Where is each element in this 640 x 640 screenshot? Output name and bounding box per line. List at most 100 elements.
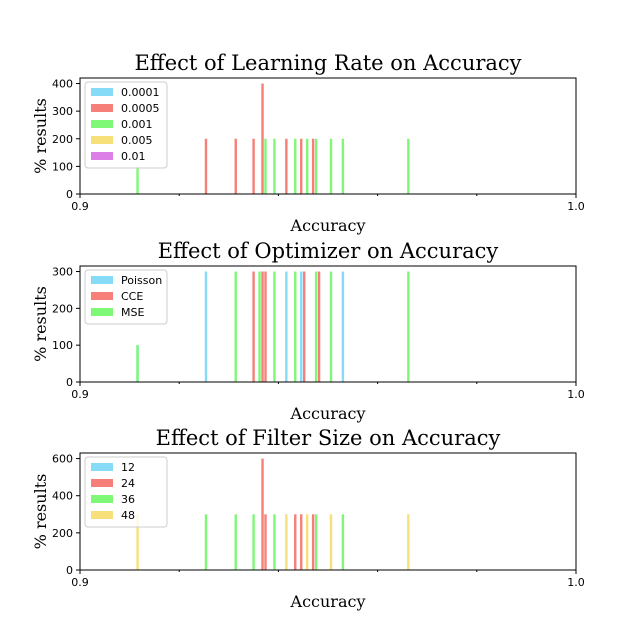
y-tick-label: 100	[52, 160, 73, 173]
x-axis-label: Accuracy	[290, 592, 366, 611]
legend-swatch	[91, 276, 113, 284]
bar-36-0	[204, 514, 208, 570]
y-tick-label: 400	[52, 490, 73, 503]
legend-swatch	[91, 479, 113, 487]
bar-48-3	[329, 514, 333, 570]
y-tick-label: 0	[66, 376, 73, 389]
legend: 12 24 36 48	[84, 456, 168, 528]
bar-MSE-7	[407, 271, 410, 382]
bar-0_001-1	[264, 138, 267, 194]
legend-label: 0.0005	[121, 102, 160, 115]
legend-swatch	[91, 136, 113, 144]
x-tick-label: 1.0	[567, 388, 585, 401]
legend-box	[84, 81, 168, 169]
x-axis-label: Accuracy	[290, 216, 366, 235]
y-tick-label: 0	[66, 564, 73, 577]
bar-24-0	[261, 458, 264, 570]
bar-Poisson-2	[285, 271, 288, 382]
bar-MSE-3	[273, 271, 276, 382]
legend-swatch	[91, 292, 113, 300]
bar-CCE-3	[302, 271, 306, 382]
bar-36-4	[314, 514, 318, 570]
bar-MSE-0	[136, 345, 139, 382]
y-axis-label: % results	[31, 286, 50, 362]
y-tick-label: 300	[52, 105, 73, 118]
bar-36-3	[273, 514, 276, 570]
legend-swatch	[91, 511, 113, 519]
bar-Poisson-4	[341, 271, 345, 382]
bar-0_001-8	[407, 138, 410, 194]
bar-0_0005-4	[285, 138, 288, 194]
x-tick-label: 0.9	[71, 576, 89, 589]
bar-0_0005-1	[234, 138, 237, 194]
chart-title: Effect of Optimizer on Accuracy	[158, 239, 499, 263]
y-tick-label: 600	[52, 453, 73, 466]
bar-48-4	[407, 514, 410, 570]
bar-48-1	[285, 514, 288, 570]
y-axis-label: % results	[31, 98, 50, 174]
bar-36-1	[234, 514, 237, 570]
legend: Poisson CCE MSE	[84, 269, 168, 325]
x-tick-label: 0.9	[71, 200, 89, 213]
legend-swatch	[91, 495, 113, 503]
bar-CCE-4	[317, 271, 321, 382]
bar-MSE-5	[314, 271, 318, 382]
legend-label: 48	[121, 509, 135, 522]
bar-MSE-6	[329, 271, 333, 382]
bar-Poisson-1	[204, 271, 208, 382]
bar-0_0005-0	[204, 138, 208, 194]
bar-MSE-2	[258, 271, 261, 382]
bar-0_0005-6	[311, 138, 315, 194]
legend-swatch	[91, 88, 113, 96]
bar-Poisson-3	[300, 271, 303, 382]
bar-36-2	[252, 514, 255, 570]
bar-CCE-0	[252, 271, 255, 382]
bar-CCE-1	[261, 271, 264, 382]
bar-MSE-1	[234, 271, 237, 382]
bar-0_001-6	[329, 138, 333, 194]
x-tick-label: 1.0	[567, 200, 585, 213]
y-axis-label: % results	[31, 474, 50, 550]
bar-36-5	[341, 514, 345, 570]
legend-swatch	[91, 463, 113, 471]
chart-panel-2: Effect of Optimizer on Accuracy 0 100 200 30…	[31, 239, 585, 423]
y-tick-label: 200	[52, 133, 73, 146]
legend-label: Poisson	[121, 274, 162, 287]
x-axis-label: Accuracy	[290, 404, 366, 423]
bar-0_001-5	[314, 138, 318, 194]
bar-0_001-0	[136, 166, 139, 194]
legend-swatch	[91, 120, 113, 128]
y-tick-label: 400	[52, 78, 73, 91]
legend-label: 0.0001	[121, 86, 160, 99]
legend-label: 36	[121, 493, 135, 506]
y-tick-label: 200	[52, 527, 73, 540]
bar-24-3	[300, 514, 303, 570]
chart-title: Effect of Filter Size on Accuracy	[156, 426, 501, 450]
legend-label: CCE	[121, 290, 143, 303]
bar-0_001-4	[305, 138, 309, 194]
bar-0_0005-3	[261, 83, 264, 194]
legend-label: 12	[121, 461, 135, 474]
legend-swatch	[91, 104, 113, 112]
legend-label: MSE	[121, 306, 144, 319]
bar-0_001-7	[341, 138, 345, 194]
bar-48-2	[305, 514, 309, 570]
bar-0_0005-5	[300, 138, 303, 194]
y-tick-label: 300	[52, 266, 73, 279]
bar-0_0005-2	[252, 138, 255, 194]
bar-0_001-2	[273, 138, 276, 194]
legend-box	[84, 456, 168, 528]
x-tick-label: 1.0	[567, 576, 585, 589]
y-tick-label: 0	[66, 188, 73, 201]
chart-panel-3: Effect of Filter Size on Accuracy 0 200 400…	[31, 426, 585, 611]
bar-24-1	[264, 514, 267, 570]
legend-swatch	[91, 308, 113, 316]
plot-frame	[79, 265, 577, 383]
bar-24-2	[294, 514, 297, 570]
y-tick-label: 200	[52, 302, 73, 315]
y-tick-label: 100	[52, 339, 73, 352]
bar-CCE-2	[264, 271, 267, 382]
bar-0_001-3	[294, 138, 297, 194]
